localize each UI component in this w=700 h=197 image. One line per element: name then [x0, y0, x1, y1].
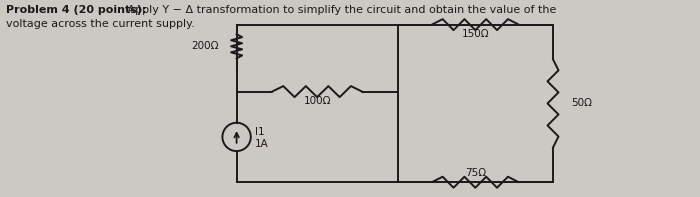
Text: Problem 4 (20 points):: Problem 4 (20 points): [6, 5, 146, 15]
Text: 150Ω: 150Ω [461, 29, 489, 39]
Text: 100Ω: 100Ω [303, 96, 331, 106]
Text: I1: I1 [255, 127, 265, 137]
Text: voltage across the current supply.: voltage across the current supply. [6, 20, 195, 29]
Text: Apply Y − Δ transformation to simplify the circuit and obtain the value of the: Apply Y − Δ transformation to simplify t… [124, 5, 556, 15]
Text: 200Ω: 200Ω [191, 41, 218, 51]
Text: 1A: 1A [255, 139, 269, 149]
Text: 50Ω: 50Ω [571, 98, 592, 108]
Text: 75Ω: 75Ω [465, 168, 486, 178]
